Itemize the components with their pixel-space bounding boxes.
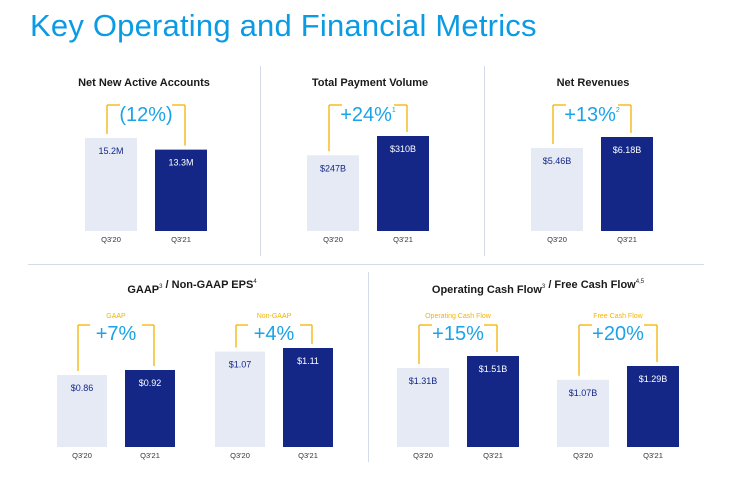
- bar-value-label: $310B: [390, 144, 416, 154]
- x-tick-label: Q3'20: [323, 235, 343, 244]
- x-tick-label: Q3'21: [393, 235, 413, 244]
- x-tick-label: Q3'20: [413, 451, 433, 460]
- bracket-label: Non-GAAP: [257, 313, 292, 320]
- bar-value-label: $1.29B: [639, 374, 668, 384]
- bar: [125, 370, 175, 447]
- bar: [377, 136, 429, 231]
- bar-value-label: 13.3M: [168, 158, 193, 168]
- bar: [467, 356, 519, 447]
- bar: [57, 375, 107, 447]
- x-tick-label: Q3'20: [230, 451, 250, 460]
- panel-divider: [260, 66, 261, 256]
- bar-value-label: $0.92: [139, 378, 162, 388]
- bar: [85, 138, 137, 231]
- bar: [283, 348, 333, 447]
- panel-divider: [484, 66, 485, 256]
- change-percent: +4%: [254, 323, 295, 345]
- x-tick-label: Q3'21: [643, 451, 663, 460]
- x-tick-label: Q3'21: [298, 451, 318, 460]
- x-tick-label: Q3'21: [483, 451, 503, 460]
- bar-value-label: $1.51B: [479, 364, 508, 374]
- panel-divider: [368, 272, 369, 462]
- change-percent: +7%: [96, 323, 137, 345]
- bar-value-label: $1.31B: [409, 376, 438, 386]
- row-divider: [28, 264, 704, 265]
- chart-title: Total Payment Volume: [312, 77, 428, 89]
- bar: [557, 379, 609, 447]
- bar: [307, 155, 359, 231]
- bar-value-label: $1.07: [229, 360, 252, 370]
- x-tick-label: Q3'20: [547, 235, 567, 244]
- bracket-label: GAAP: [106, 313, 126, 320]
- change-percent: (12%): [119, 104, 172, 126]
- chart-title: Operating Cash Flow3 / Free Cash Flow4,5: [432, 279, 645, 296]
- chart-title: GAAP3 / Non-GAAP EPS4: [127, 279, 257, 296]
- x-tick-label: Q3'21: [140, 451, 160, 460]
- bar-value-label: 15.2M: [98, 146, 123, 156]
- chart-title: Net Revenues: [557, 77, 630, 89]
- chart-title: Net New Active Accounts: [78, 77, 210, 89]
- bar: [397, 368, 449, 447]
- bar-value-label: $1.11: [297, 356, 319, 366]
- bar: [215, 351, 265, 447]
- bar-value-label: $1.07B: [569, 388, 598, 398]
- change-percent: +15%: [432, 323, 484, 345]
- bar: [155, 149, 207, 231]
- bar-value-label: $247B: [320, 163, 346, 173]
- bar-value-label: $6.18B: [613, 145, 642, 155]
- x-tick-label: Q3'20: [573, 451, 593, 460]
- x-tick-label: Q3'21: [171, 235, 191, 244]
- x-tick-label: Q3'20: [72, 451, 92, 460]
- x-tick-label: Q3'21: [617, 235, 637, 244]
- change-percent: +24%1: [340, 104, 396, 126]
- bar: [627, 366, 679, 447]
- bar: [601, 137, 653, 231]
- x-tick-label: Q3'20: [101, 235, 121, 244]
- change-percent: +13%2: [564, 104, 620, 126]
- bar: [531, 147, 583, 231]
- bar-value-label: $0.86: [71, 383, 94, 393]
- bracket-label: Free Cash Flow: [593, 313, 643, 320]
- bracket-label: Operating Cash Flow: [425, 313, 492, 320]
- page-title: Key Operating and Financial Metrics: [30, 8, 537, 43]
- bar-value-label: $5.46B: [543, 156, 572, 166]
- change-percent: +20%: [592, 323, 644, 345]
